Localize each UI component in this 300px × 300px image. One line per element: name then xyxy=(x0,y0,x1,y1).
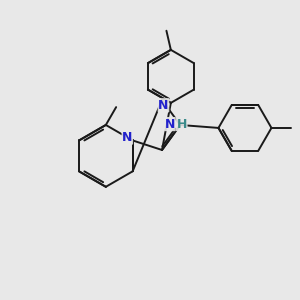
Text: H: H xyxy=(177,118,187,130)
Text: N: N xyxy=(165,118,175,130)
Text: N: N xyxy=(158,99,169,112)
Text: N: N xyxy=(122,131,133,144)
